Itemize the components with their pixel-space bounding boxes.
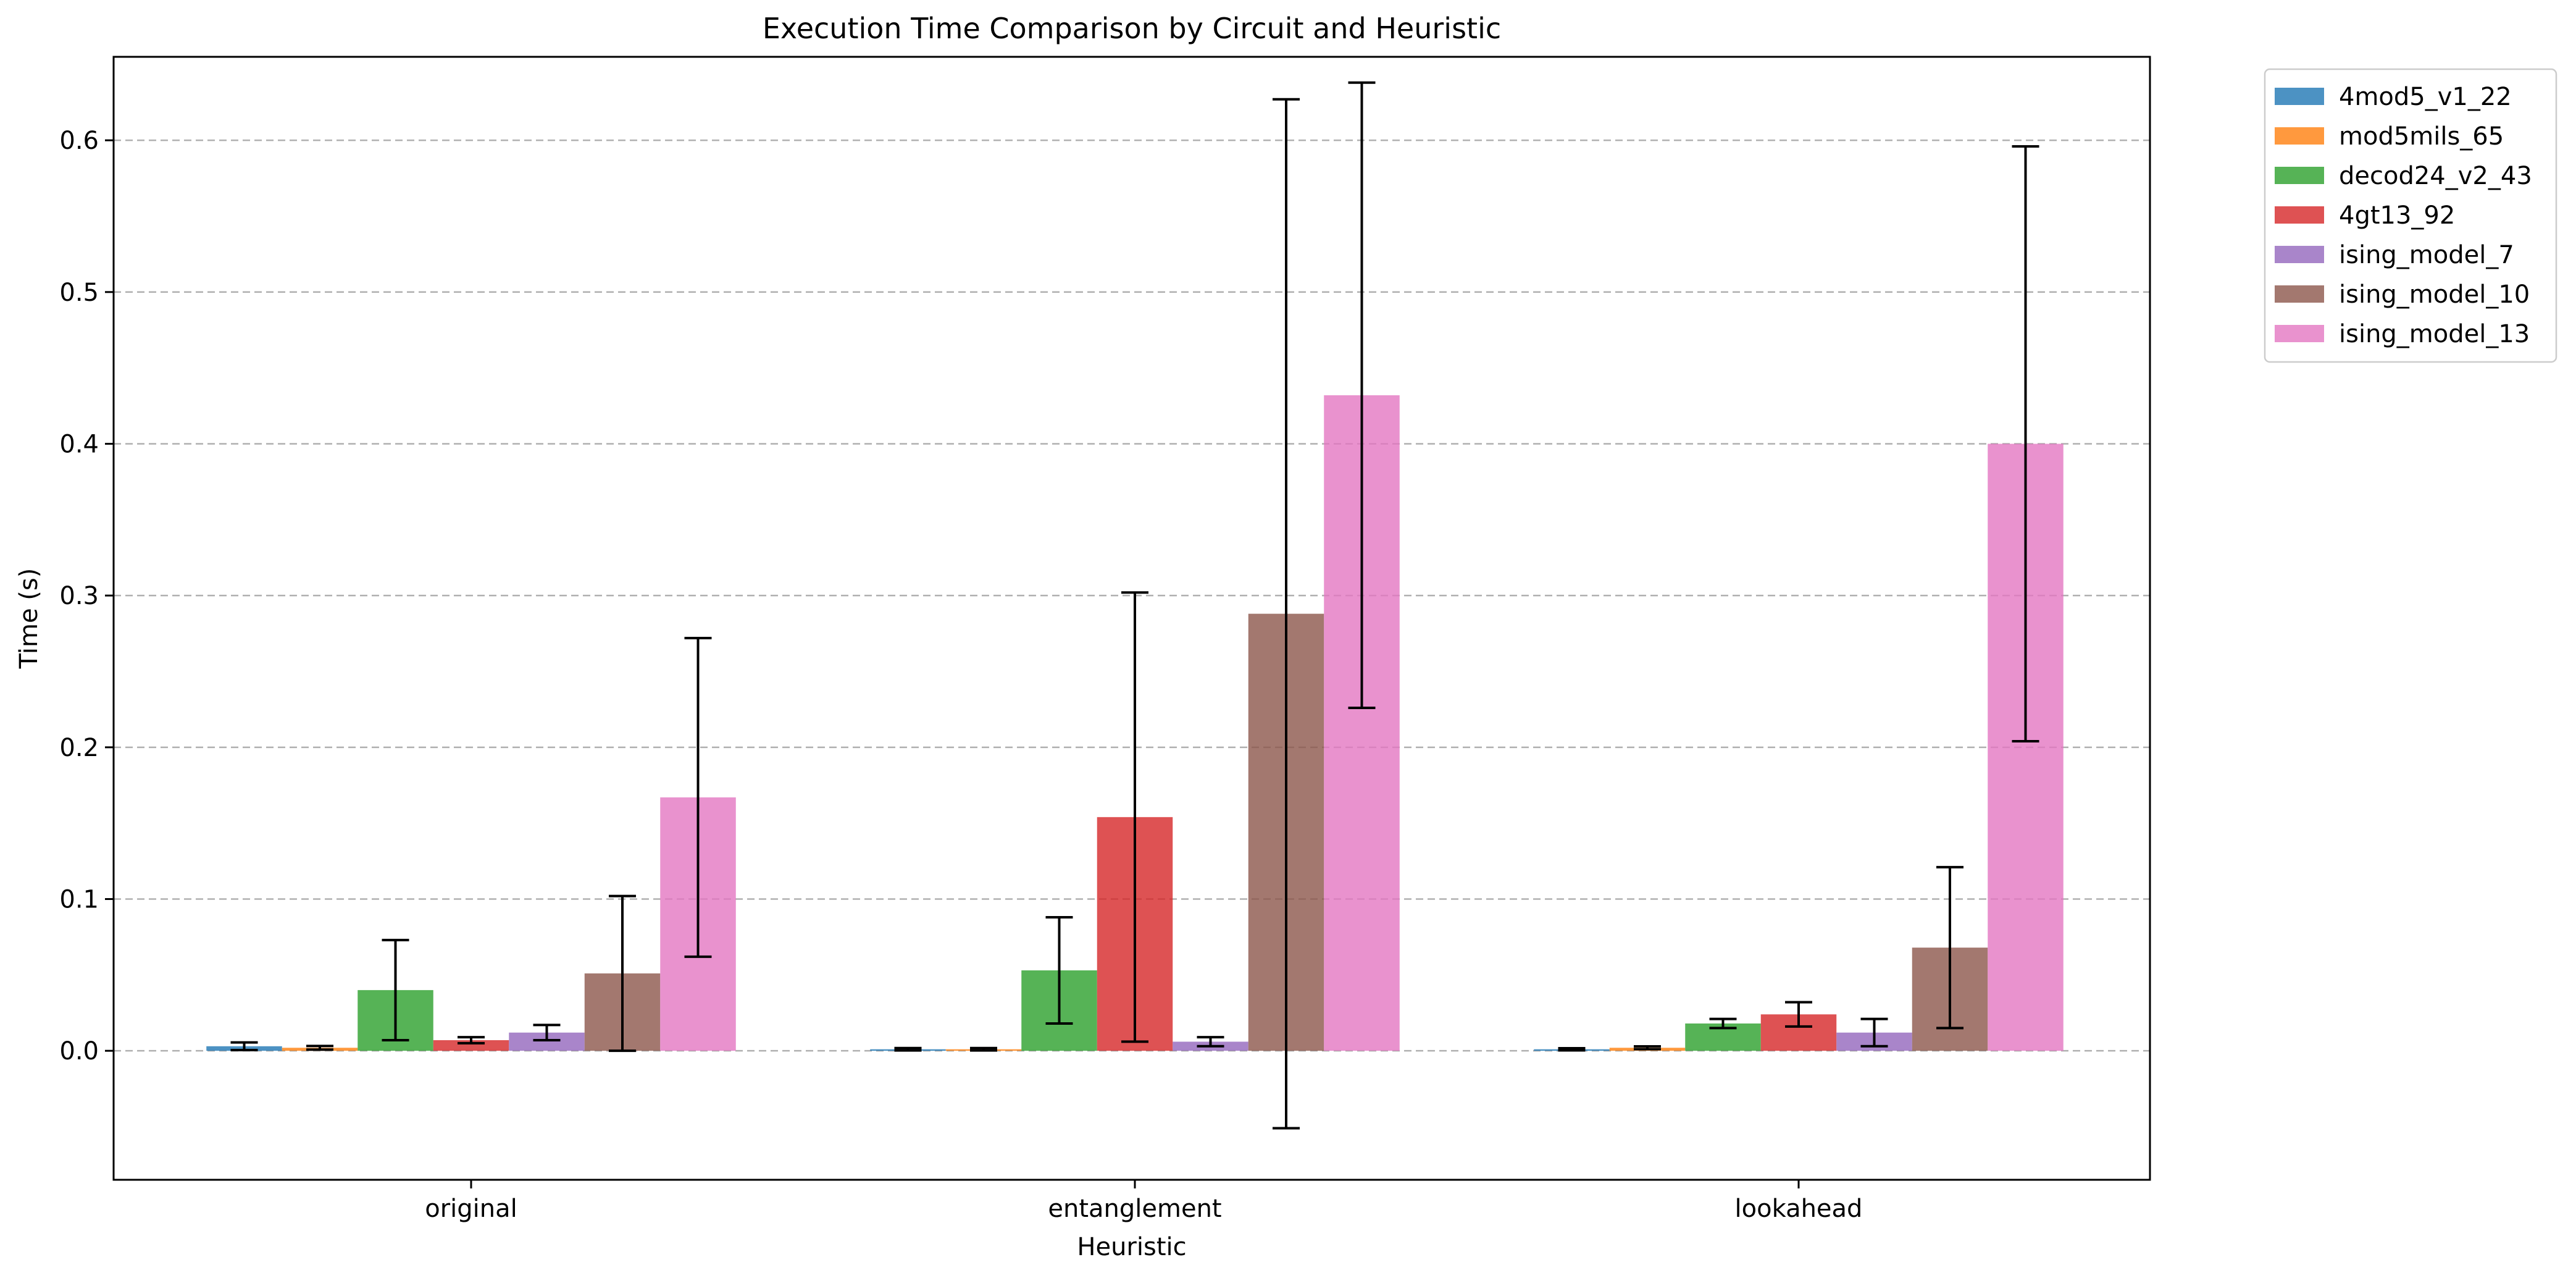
legend-swatch-decod24_v2_43 [2275, 167, 2324, 184]
legend-frame [2264, 68, 2557, 363]
y-tick-label: 0.2 [59, 734, 99, 762]
y-axis-label: Time (s) [15, 568, 43, 670]
x-tick-label: entanglement [1048, 1195, 1221, 1223]
x-axis: original entanglement lookahead [425, 1180, 1862, 1223]
legend-swatch-4mod5_v1_22 [2275, 88, 2324, 105]
y-tick-label: 0.6 [59, 127, 99, 155]
legend-label-decod24_v2_43: decod24_v2_43 [2339, 162, 2532, 190]
y-axis: 0.0 0.1 0.2 0.3 0.4 0.5 0.6 [59, 127, 114, 1066]
error-bars [230, 81, 2039, 1130]
x-tick-label: original [425, 1195, 517, 1223]
legend-swatch-4gt13_92 [2275, 206, 2324, 224]
y-tick-label: 0.0 [59, 1037, 99, 1066]
legend-swatch-ising_model_10 [2275, 285, 2324, 303]
legend-label-mod5mils_65: mod5mils_65 [2339, 122, 2504, 151]
y-tick-label: 0.3 [59, 582, 99, 610]
bar-4gt13_92-original [433, 1040, 509, 1051]
legend-label-ising_model_10: ising_model_10 [2339, 280, 2530, 309]
x-tick-label: lookahead [1735, 1195, 1863, 1223]
x-axis-label: Heuristic [1077, 1233, 1186, 1261]
legend-label-ising_model_13: ising_model_13 [2339, 320, 2530, 348]
y-tick-label: 0.1 [59, 886, 99, 914]
legend: 4mod5_v1_22 mod5mils_65 decod24_v2_43 4gt13… [2264, 68, 2557, 363]
y-tick-label: 0.4 [59, 430, 99, 458]
legend-label-4gt13_92: 4gt13_92 [2339, 201, 2455, 230]
legend-swatch-ising_model_13 [2275, 325, 2324, 342]
legend-label-ising_model_7: ising_model_7 [2339, 241, 2514, 269]
legend-swatch-mod5mils_65 [2275, 127, 2324, 145]
plot-area [112, 56, 2151, 1181]
y-tick-label: 0.5 [59, 279, 99, 307]
legend-label-4mod5_v1_22: 4mod5_v1_22 [2339, 83, 2512, 111]
legend-swatch-ising_model_7 [2275, 246, 2324, 263]
chart-title: Execution Time Comparison by Circuit and… [763, 12, 1501, 45]
